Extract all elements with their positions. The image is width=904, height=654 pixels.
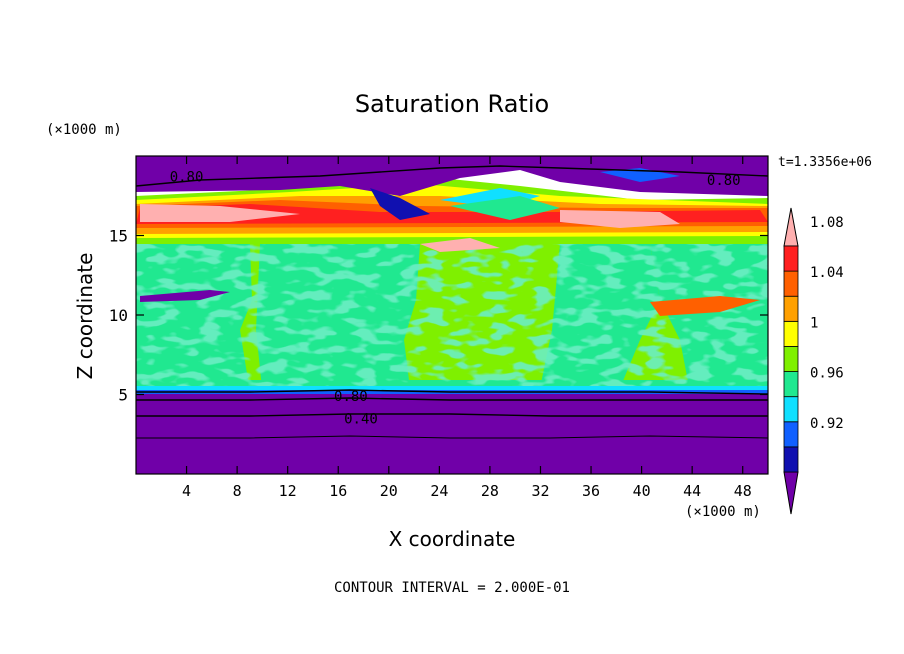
colorbar-level-label: 1.04 bbox=[810, 265, 844, 281]
field-top-dry bbox=[136, 156, 768, 220]
colorbar-bin bbox=[783, 270, 799, 297]
x-tick-label: 40 bbox=[633, 482, 651, 500]
contour-label: 0.80 bbox=[707, 173, 741, 189]
y-tick-label: 5 bbox=[118, 386, 128, 405]
colorbar-level-label: 0.92 bbox=[810, 416, 844, 432]
field-dry-streak-left bbox=[140, 290, 230, 302]
x-tick-label: 36 bbox=[582, 482, 600, 500]
field-moist-patch-right bbox=[650, 296, 760, 316]
colorbar-level-label: 0.96 bbox=[810, 366, 844, 382]
contour-labels: 0.80 0.80 0.80 0.40 bbox=[170, 170, 741, 428]
contour-lines bbox=[136, 165, 768, 439]
colorbar-bin bbox=[783, 396, 799, 423]
colorbar-level-label: 1.08 bbox=[810, 215, 844, 231]
colorbar-bin bbox=[783, 446, 799, 473]
y-tick-label: 10 bbox=[109, 306, 128, 325]
x-tick-label: 48 bbox=[734, 482, 752, 500]
x-tick-label: 12 bbox=[279, 482, 297, 500]
colorbar-bin bbox=[783, 471, 799, 515]
y-unit-label: (×1000 m) bbox=[46, 122, 122, 138]
x-tick-label: 44 bbox=[683, 482, 701, 500]
colorbar-bin bbox=[783, 295, 799, 322]
colorbar-bin bbox=[783, 371, 799, 398]
contour-label: 0.80 bbox=[334, 389, 368, 405]
x-axis-label: X coordinate bbox=[389, 527, 516, 551]
x-tick-label: 16 bbox=[329, 482, 347, 500]
contour-label: 0.80 bbox=[170, 170, 204, 186]
contour-label: 0.40 bbox=[344, 411, 378, 427]
colorbar-level-label: 1 bbox=[810, 315, 818, 331]
x-tick-label: 24 bbox=[430, 482, 448, 500]
y-tick-label: 15 bbox=[109, 227, 128, 246]
field-band-096 bbox=[136, 386, 768, 392]
colorbar-bin bbox=[783, 320, 799, 347]
x-unit-label: (×1000 m) bbox=[685, 504, 761, 520]
field-upper-layer bbox=[136, 176, 768, 252]
colorbar-bin bbox=[783, 346, 799, 372]
y-axis-label: Z coordinate bbox=[73, 253, 97, 380]
x-tick-label: 4 bbox=[182, 482, 191, 500]
time-label: t=1.3356e+06 bbox=[778, 155, 872, 170]
x-tick-label: 32 bbox=[531, 482, 549, 500]
field-layer-low-purple bbox=[136, 392, 768, 474]
contour-interval-note: CONTOUR INTERVAL = 2.000E-01 bbox=[334, 580, 570, 596]
saturation-field: 0.80 0.80 0.80 0.40 bbox=[136, 156, 768, 474]
colorbar-bin bbox=[783, 245, 799, 272]
x-tick-label: 20 bbox=[380, 482, 398, 500]
colorbar-bin bbox=[783, 207, 799, 247]
y-axis-ticks: 5 10 15 bbox=[109, 227, 768, 405]
colorbar: 0.92 0.96 1 1.04 1.08 bbox=[783, 207, 844, 515]
colorbar-bin bbox=[783, 421, 799, 448]
field-texture bbox=[136, 244, 768, 390]
x-axis-ticks: 4 8 12 16 20 24 28 32 36 40 44 48 bbox=[182, 156, 752, 500]
x-tick-label: 28 bbox=[481, 482, 499, 500]
x-tick-label: 8 bbox=[233, 482, 242, 500]
chart-title: Saturation Ratio bbox=[355, 90, 549, 118]
